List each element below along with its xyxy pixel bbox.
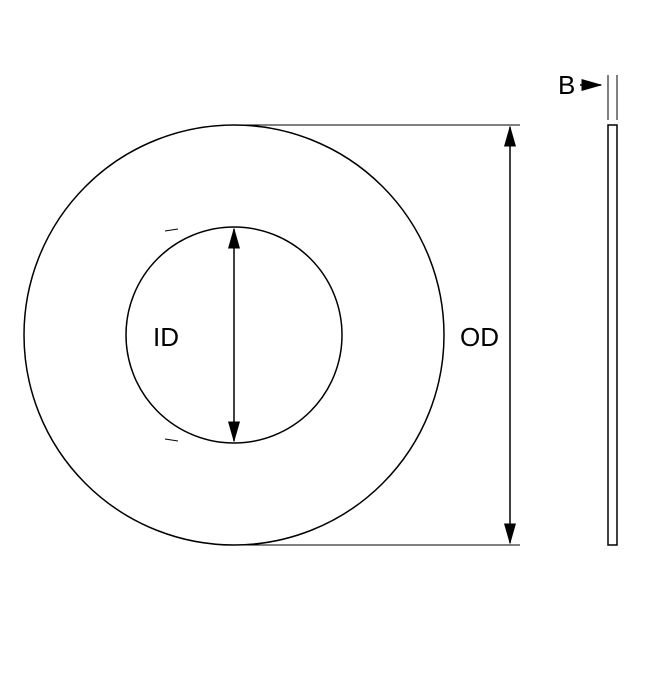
washer-diagram: ID OD B bbox=[0, 0, 670, 670]
b-label: B bbox=[558, 70, 575, 101]
id-label: ID bbox=[153, 322, 179, 353]
id-ext-top bbox=[165, 229, 178, 231]
washer-side-view bbox=[608, 125, 617, 545]
id-ext-bottom bbox=[165, 439, 178, 441]
od-label: OD bbox=[460, 322, 499, 353]
